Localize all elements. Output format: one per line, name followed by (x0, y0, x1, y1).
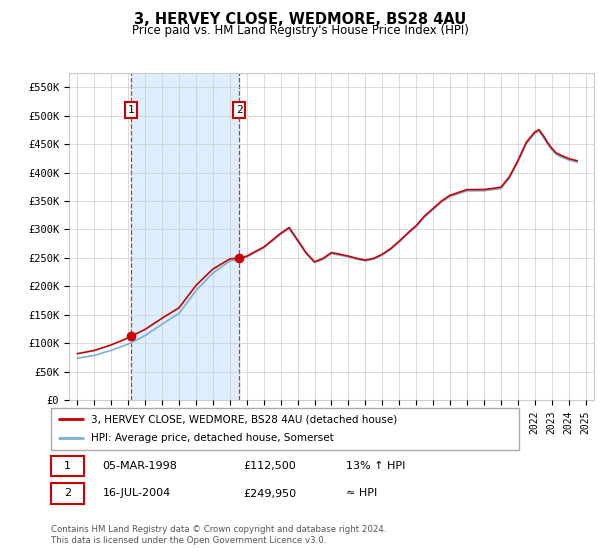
Text: 05-MAR-1998: 05-MAR-1998 (103, 461, 178, 472)
Text: HPI: Average price, detached house, Somerset: HPI: Average price, detached house, Some… (91, 433, 334, 444)
Text: 13% ↑ HPI: 13% ↑ HPI (346, 461, 405, 472)
Text: £112,500: £112,500 (243, 461, 296, 472)
FancyBboxPatch shape (51, 456, 84, 477)
Text: 2: 2 (236, 105, 242, 115)
Text: 3, HERVEY CLOSE, WEDMORE, BS28 4AU: 3, HERVEY CLOSE, WEDMORE, BS28 4AU (134, 12, 466, 27)
Text: 1: 1 (64, 461, 71, 472)
Bar (131, 73, 239, 400)
Text: 3, HERVEY CLOSE, WEDMORE, BS28 4AU (detached house): 3, HERVEY CLOSE, WEDMORE, BS28 4AU (deta… (91, 414, 397, 424)
Text: Price paid vs. HM Land Registry's House Price Index (HPI): Price paid vs. HM Land Registry's House … (131, 24, 469, 36)
Text: 2: 2 (64, 488, 71, 498)
FancyBboxPatch shape (51, 408, 519, 450)
Text: £249,950: £249,950 (243, 488, 296, 498)
Text: 16-JUL-2004: 16-JUL-2004 (103, 488, 171, 498)
FancyBboxPatch shape (51, 483, 84, 503)
Text: 1: 1 (128, 105, 134, 115)
Text: Contains HM Land Registry data © Crown copyright and database right 2024.
This d: Contains HM Land Registry data © Crown c… (51, 525, 386, 545)
Text: ≈ HPI: ≈ HPI (346, 488, 377, 498)
